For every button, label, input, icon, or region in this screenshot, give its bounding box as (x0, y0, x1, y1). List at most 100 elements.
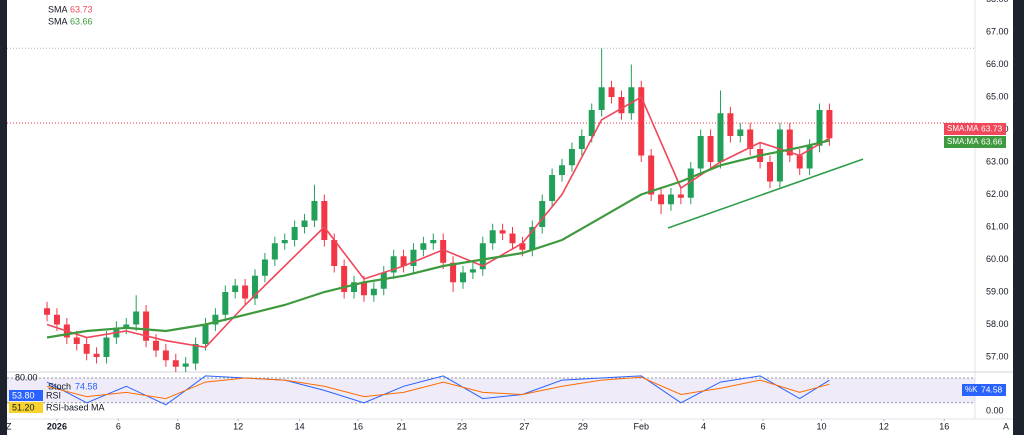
candle-body (509, 233, 516, 244)
y-tick-label: 63.00 (986, 156, 1009, 166)
price-label-box (944, 136, 1006, 148)
auto-scale[interactable]: A (1003, 421, 1009, 431)
oscillator-pane (7, 375, 975, 406)
candle-body (360, 282, 367, 296)
candle-body (658, 194, 665, 205)
candle-body (539, 201, 546, 227)
price-label-name: SMA:MA (947, 137, 979, 146)
goto-icon[interactable]: Z (6, 421, 12, 431)
x-tick-label: 14 (295, 421, 305, 431)
stoch-line (46, 376, 830, 400)
candle-body (667, 194, 674, 205)
rsi-ma-box (9, 402, 43, 413)
candle-body (440, 240, 447, 263)
candle-body (826, 110, 833, 139)
legend-name: SMA (48, 16, 68, 26)
rsi-name: RSI (46, 390, 61, 400)
left-border (0, 0, 7, 435)
candle-body (766, 162, 773, 182)
price-label-box (944, 123, 1006, 135)
y-tick-label: 61.00 (986, 221, 1009, 231)
rsi-box (9, 390, 43, 401)
osc-tick-label: 0.00 (986, 405, 1004, 415)
stoch-value: 74.58 (75, 381, 98, 391)
candle-body (44, 308, 51, 315)
x-tick-label: 2026 (47, 421, 67, 431)
x-tick-label: 21 (397, 421, 407, 431)
candle-body (648, 155, 655, 195)
candle-body (608, 87, 615, 97)
candle-body (638, 87, 645, 156)
legend-name: SMA (48, 4, 68, 14)
candle-body (53, 314, 60, 325)
candle-body (321, 201, 328, 240)
k-label-name: %K (965, 385, 978, 394)
candle-body (588, 110, 595, 136)
right-border (1013, 0, 1024, 435)
candle-body (529, 227, 536, 250)
candle-body (291, 227, 298, 240)
candle-body (776, 129, 783, 182)
x-tick-label: 4 (701, 421, 706, 431)
candle-body (410, 249, 417, 266)
candle-body (737, 129, 744, 136)
y-tick-label: 60.00 (986, 254, 1009, 264)
candle-body (469, 269, 476, 273)
candle-body (559, 165, 566, 175)
x-tick-label: 10 (816, 421, 826, 431)
sma-line (46, 139, 830, 339)
candle-body (93, 353, 100, 357)
stoch-line (46, 375, 830, 406)
stoch-name: Stoch (48, 381, 71, 391)
y-tick-label: 59.00 (986, 286, 1009, 296)
candle-body (499, 230, 506, 234)
x-tick-label: 29 (578, 421, 588, 431)
candle-body (549, 175, 556, 201)
rsi-ma-value: 51.20 (12, 402, 35, 412)
candle-body (489, 230, 496, 244)
candle-body (697, 136, 704, 169)
y-tick-label: 68.00 (986, 0, 1009, 4)
rsi-value: 53.80 (12, 390, 35, 400)
candle-body (380, 272, 387, 289)
candle-body (618, 97, 625, 114)
x-tick-label: 8 (175, 421, 180, 431)
candle-body (172, 360, 179, 367)
candle-body (252, 275, 259, 299)
x-tick-label: 23 (457, 421, 467, 431)
candle-body (747, 129, 754, 149)
stoch-band (7, 378, 975, 403)
price-label-value: 63.66 (981, 136, 1003, 146)
candle-body (370, 288, 377, 296)
rsi-ma-name: RSI-based MA (46, 402, 105, 412)
x-tick-label: 12 (233, 421, 243, 431)
candle-body (261, 259, 268, 276)
y-tick-label: 62.00 (986, 189, 1009, 199)
candle-body (519, 243, 526, 250)
candle-body (301, 220, 308, 227)
candle-body (281, 240, 288, 244)
candle-body (786, 129, 793, 156)
candle-body (816, 110, 823, 146)
candle-body (152, 340, 159, 351)
candle-body (796, 155, 803, 169)
y-tick-label: 67.00 (986, 26, 1009, 36)
candle-body (598, 87, 605, 110)
candle-body (450, 262, 457, 283)
price-label-value: 63.73 (981, 123, 1003, 133)
candle-body (133, 311, 140, 325)
candle-body (202, 324, 209, 344)
candle-body (707, 136, 714, 162)
candle-body (677, 194, 684, 198)
legend-value: 63.73 (70, 4, 93, 14)
overlay: 57.0058.0059.0060.0061.0062.0063.0064.00… (9, 0, 1009, 431)
candle-body (479, 243, 486, 270)
x-tick-label: 27 (519, 421, 529, 431)
candle-body (628, 87, 635, 114)
osc-tick-label: 80.00 (15, 372, 38, 382)
candle-body (717, 113, 724, 162)
candle-body (420, 243, 427, 250)
